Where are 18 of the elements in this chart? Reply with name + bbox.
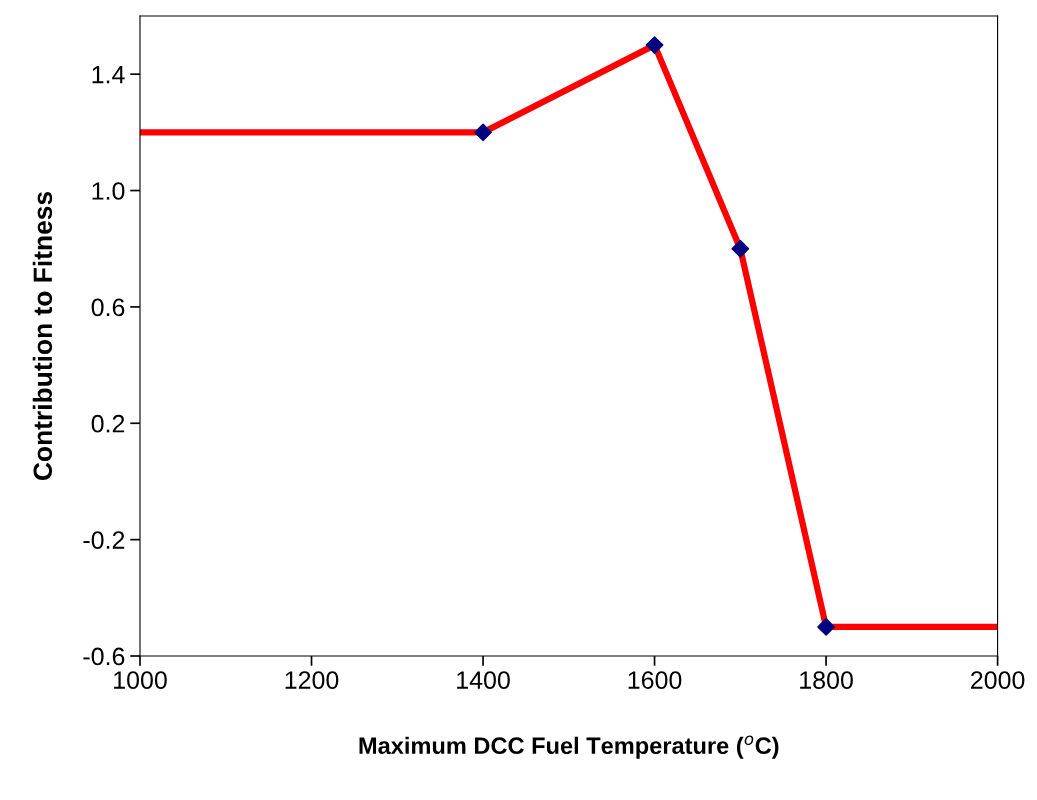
y-tick-label: 0.6 (91, 298, 125, 317)
x-tick-label: 1800 (800, 671, 853, 689)
x-tick-label: 1600 (628, 671, 682, 689)
y-axis-title: Contribution to Fitness (32, 191, 53, 481)
x-tick-label: 1400 (457, 671, 510, 689)
point (817, 617, 835, 636)
point (474, 123, 492, 142)
y-tick-label: 1.4 (92, 66, 125, 84)
x-tick-label: 1200 (285, 671, 339, 689)
x-tick-label: 2000 (971, 671, 1025, 689)
x-axis-title: Maximum DCC Fuel Temperature ($^{o}$C) (359, 735, 779, 759)
point (645, 36, 664, 55)
y-tick-label: 1.0 (92, 182, 125, 200)
x-tick-label: 1000 (114, 671, 167, 689)
y-tick-label: -0.2 (83, 531, 125, 549)
y-tick-label: 0.2 (91, 414, 125, 433)
point (731, 239, 750, 258)
y-tick-label: -0.6 (83, 647, 125, 666)
